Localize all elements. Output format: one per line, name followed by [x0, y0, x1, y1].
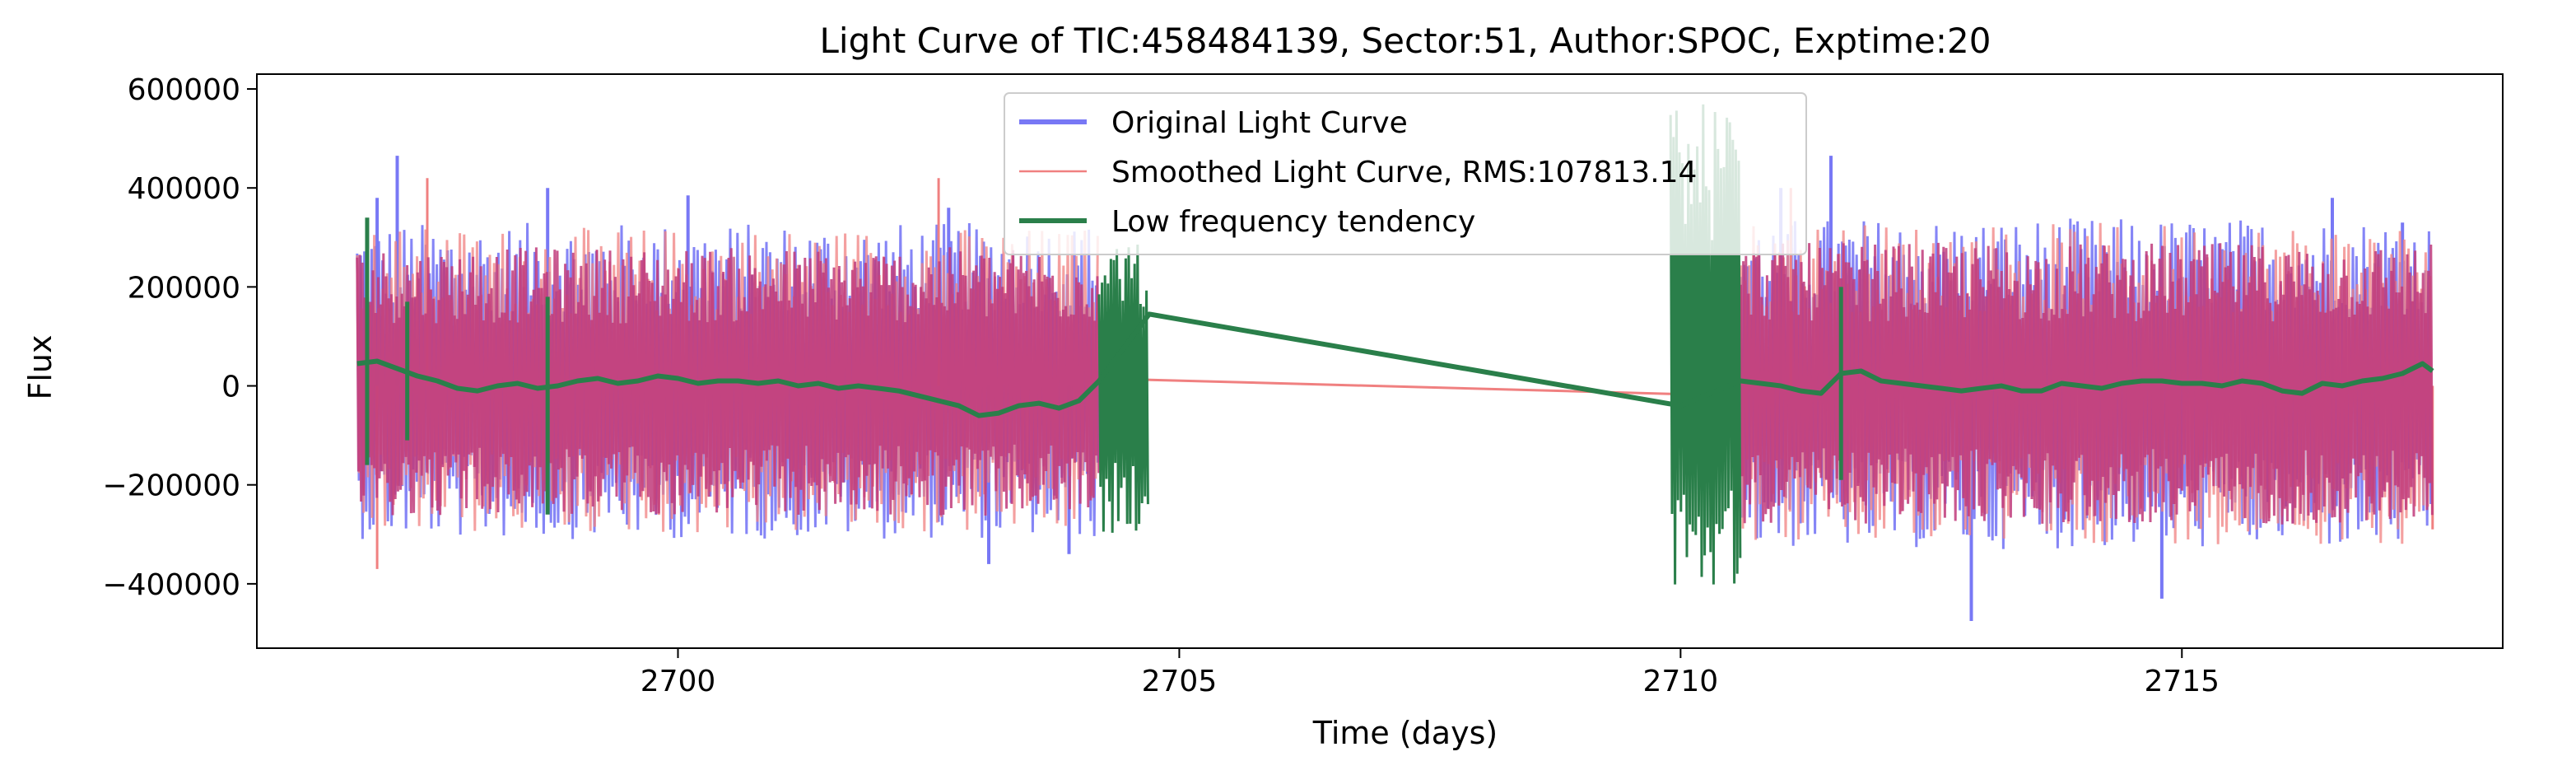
- smoothed-curve-gap-line: [1098, 377, 1741, 398]
- x-tick-label: 2710: [1643, 665, 1719, 698]
- y-tick-label: −400000: [102, 568, 240, 602]
- legend-label: Original Light Curve: [1111, 106, 1408, 140]
- y-tick-label: −200000: [102, 469, 240, 503]
- blended-band-1: [1739, 242, 2434, 525]
- plot-frame: [256, 73, 2504, 649]
- y-tick-label: 600000: [128, 73, 240, 107]
- tendency-burst-0: [1097, 244, 1149, 533]
- legend-label: Smoothed Light Curve, RMS:107813.14: [1111, 156, 1697, 189]
- y-axis: 600000 400000 200000 0 −200000 −400000: [102, 73, 257, 602]
- x-tick-label: 2700: [641, 665, 716, 698]
- y-tick-label: 200000: [128, 271, 240, 305]
- chart-title: Light Curve of TIC:458484139, Sector:51,…: [820, 21, 1991, 61]
- x-tick-label: 2705: [1142, 665, 1218, 698]
- legend-box: [1004, 92, 1807, 255]
- tendency-line: [356, 311, 2434, 418]
- x-axis-label: Time (days): [1312, 715, 1498, 751]
- legend: Original Light Curve Smoothed Light Curve…: [1004, 92, 1807, 255]
- y-tick-label: 0: [221, 371, 240, 404]
- x-tick-label: 2715: [2144, 665, 2220, 698]
- legend-label: Low frequency tendency: [1111, 205, 1475, 239]
- y-tick-label: 400000: [128, 172, 240, 206]
- x-axis: 2700 2705 2710 2715: [641, 648, 2220, 698]
- y-axis-label: Flux: [22, 335, 58, 400]
